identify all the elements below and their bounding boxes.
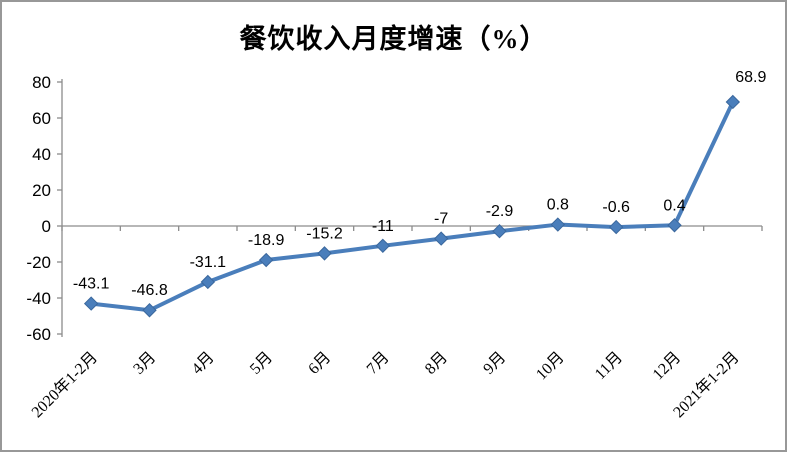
x-category-label: 4月 xyxy=(189,349,218,378)
y-tick-label: 60 xyxy=(32,109,51,128)
y-tick-label: -20 xyxy=(26,253,51,272)
data-label: 0.8 xyxy=(547,197,569,214)
data-label: 68.9 xyxy=(735,69,766,86)
x-category-label: 8月 xyxy=(422,349,451,378)
data-point-marker xyxy=(433,231,449,246)
data-point-marker xyxy=(725,94,741,110)
x-category-label: 11月 xyxy=(592,349,626,383)
data-point-marker xyxy=(550,217,566,232)
data-point-marker xyxy=(608,219,624,235)
data-point-marker xyxy=(667,218,682,233)
data-point-marker xyxy=(200,274,216,290)
y-tick-label: 80 xyxy=(32,73,51,92)
x-category-label: 3月 xyxy=(130,349,159,378)
data-label: -2.9 xyxy=(486,203,514,220)
y-tick-label: 0 xyxy=(42,217,51,236)
data-point-marker xyxy=(492,224,507,239)
data-label: -43.1 xyxy=(73,276,110,293)
data-label: -15.2 xyxy=(306,225,343,242)
chart-title: 餐饮收入月度增速（%） xyxy=(239,24,548,54)
data-label: -7 xyxy=(434,211,448,228)
x-category-label: 9月 xyxy=(480,349,509,378)
data-point-marker xyxy=(83,296,99,311)
data-point-marker xyxy=(258,252,274,268)
x-category-label: 10月 xyxy=(533,349,568,384)
x-category-label: 6月 xyxy=(305,349,334,378)
data-point-marker xyxy=(142,303,157,318)
data-label: -31.1 xyxy=(190,254,227,271)
data-point-marker xyxy=(375,238,391,254)
x-category-label: 12月 xyxy=(650,349,685,384)
data-label: 0.4 xyxy=(663,197,685,214)
y-tick-label: -40 xyxy=(26,289,51,308)
y-tick-label: -60 xyxy=(26,325,51,344)
x-category-label: 2020年1-2月 xyxy=(28,348,101,421)
data-label: -46.8 xyxy=(131,282,168,299)
y-tick-label: 40 xyxy=(32,145,51,164)
x-category-label: 7月 xyxy=(364,349,393,378)
y-tick-label: 20 xyxy=(32,181,51,200)
x-category-label: 5月 xyxy=(247,349,276,378)
data-label: -11 xyxy=(372,218,394,235)
data-point-marker xyxy=(317,246,332,261)
data-label: -0.6 xyxy=(602,199,630,216)
series-line xyxy=(89,99,735,313)
data-label: -18.9 xyxy=(248,232,285,249)
